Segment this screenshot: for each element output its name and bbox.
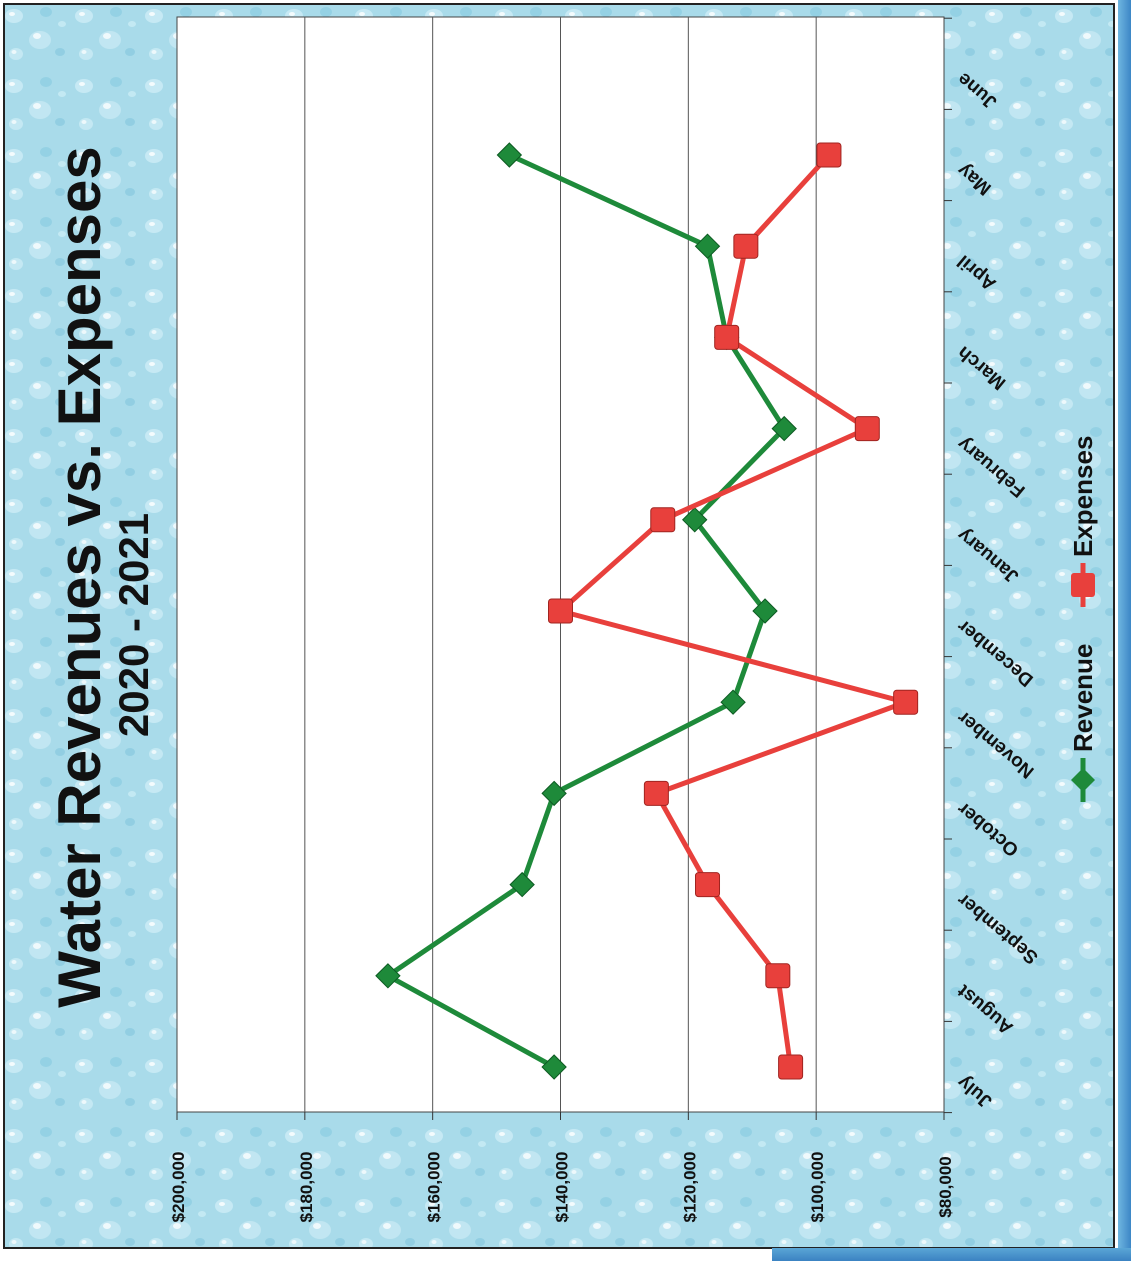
y-tick-label: $140,000 [553, 1152, 572, 1223]
point-revenue-july [541, 1054, 567, 1080]
y-tick-label: $80,000 [936, 1156, 955, 1217]
series-expenses [548, 142, 919, 1080]
series-layer [375, 142, 919, 1080]
point-expenses-december [548, 598, 573, 624]
point-expenses-november [893, 689, 919, 715]
point-expenses-may [816, 142, 842, 168]
y-tick-label: $160,000 [425, 1152, 444, 1223]
legend-label-revenue: Revenue [1068, 644, 1098, 752]
legend-label-expenses: Expenses [1068, 436, 1098, 557]
point-expenses-august [765, 963, 791, 989]
point-revenue-august [375, 963, 401, 989]
point-revenue-december [752, 598, 778, 624]
category-ticks [944, 17, 952, 1114]
y-tick-label: $120,000 [680, 1152, 699, 1223]
legend-marker-revenue [1071, 768, 1095, 792]
point-expenses-october [643, 780, 669, 806]
point-expenses-february [854, 416, 880, 442]
point-expenses-march [714, 324, 740, 350]
page-edge-bottom [772, 1248, 1131, 1261]
point-revenue-may [496, 142, 523, 168]
y-tick-label: $100,000 [808, 1152, 827, 1223]
legend-item-revenue: Revenue [1068, 644, 1098, 802]
y-tick-label: $180,000 [297, 1152, 316, 1223]
point-expenses-april [733, 233, 759, 259]
legend-item-expenses: Expenses [1068, 436, 1098, 607]
point-revenue-january [682, 507, 708, 533]
y-axis-tick-labels: $80,000 $100,000 $120,000 $140,000 $160,000 $… [169, 1152, 955, 1223]
legend: Revenue Expenses [1068, 436, 1098, 802]
point-expenses-january [650, 507, 676, 533]
page-edge-right [1118, 0, 1131, 1261]
point-revenue-september [509, 871, 535, 898]
chart-subtitle: 2020 - 2021 [110, 513, 157, 737]
chart-title: Water Revenues vs. Expenses [46, 146, 113, 1008]
legend-marker-expenses [1071, 573, 1095, 597]
point-revenue-november [720, 689, 746, 715]
point-revenue-february [771, 415, 797, 442]
point-expenses-july [778, 1054, 804, 1080]
point-expenses-september [695, 872, 721, 898]
y-tick-label: $200,000 [169, 1152, 188, 1223]
point-revenue-october [541, 780, 567, 807]
gridlines [176, 17, 945, 1120]
point-revenue-april [694, 233, 721, 259]
